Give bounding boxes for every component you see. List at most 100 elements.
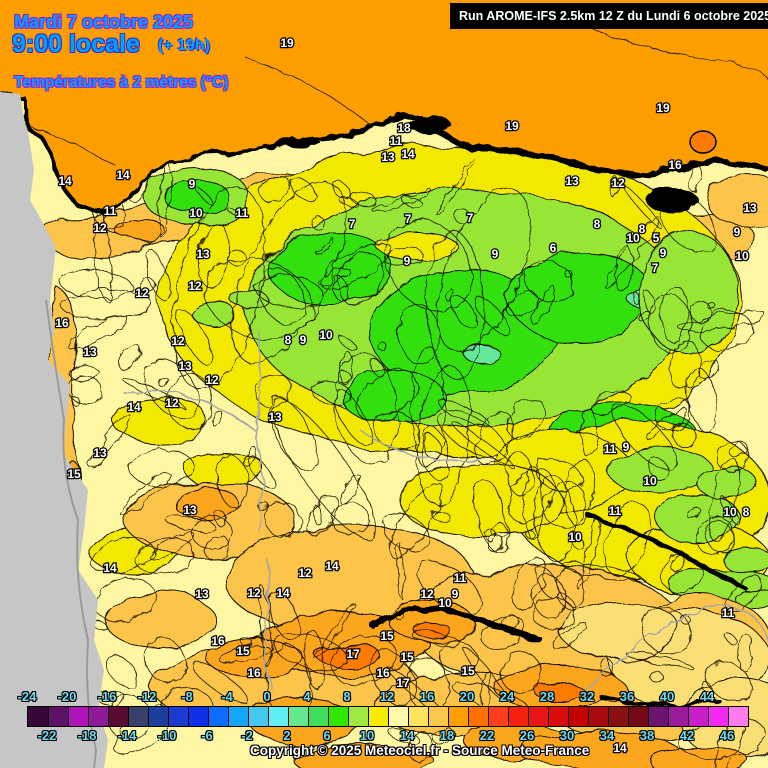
domain-margin [0, 92, 108, 768]
map-temp-label: 9 [734, 225, 741, 239]
scale-swatch [448, 707, 468, 726]
scale-swatch [728, 707, 748, 726]
map-temp-label: 9 [300, 333, 307, 347]
map-temp-label: 15 [461, 664, 475, 678]
map-temp-label: 11 [104, 204, 117, 218]
model-run-info: Run AROME-IFS 2.5km 12 Z du Lundi 6 octo… [450, 3, 768, 29]
map-temp-label: 14 [276, 586, 290, 600]
scale-tick-label: 44 [699, 689, 715, 704]
map-temp-label: 12 [165, 396, 179, 410]
map-temp-label: 10 [319, 328, 333, 342]
contour-lines [59, 158, 767, 768]
scale-tick-label: 26 [519, 728, 535, 743]
scale-swatch [368, 707, 388, 726]
color-scale-bar [27, 706, 749, 727]
scale-tick-label: 32 [579, 689, 595, 704]
scale-tick-label: -6 [201, 728, 213, 743]
scale-swatch [128, 707, 148, 726]
map-temp-label: 14 [325, 559, 339, 573]
map-temp-label: 10 [568, 530, 582, 544]
map-temp-label: 19 [280, 36, 294, 50]
map-temp-label: 13 [195, 587, 209, 601]
scale-swatch [48, 707, 68, 726]
coastline-portugal [45, 299, 98, 768]
scale-tick-label: -20 [57, 689, 77, 704]
map-temp-label: 8 [594, 217, 601, 231]
map-temp-label: 16 [376, 666, 390, 680]
scale-swatch [548, 707, 568, 726]
border-lines [124, 329, 768, 701]
map-temp-label: 13 [381, 150, 395, 164]
scale-swatch [248, 707, 268, 726]
forecast-date: Mardi 7 octobre 2025 [14, 12, 194, 32]
map-temp-label: 15 [380, 629, 394, 643]
scale-swatch [348, 707, 368, 726]
scale-swatch [468, 707, 488, 726]
map-temp-label: 7 [405, 212, 412, 226]
scale-tick-label: 36 [619, 689, 635, 704]
map-temp-label: 12 [298, 566, 312, 580]
scale-swatch [608, 707, 628, 726]
scale-tick-label: 20 [459, 689, 475, 704]
scale-swatch [508, 707, 528, 726]
map-temp-label: 13 [196, 247, 210, 261]
scale-tick-label: 34 [599, 728, 615, 743]
map-temp-label: 12 [188, 279, 202, 293]
map-temp-label: 10 [438, 596, 452, 610]
map-temp-label: 8 [639, 222, 646, 236]
scale-swatch [108, 707, 128, 726]
scale-swatch [388, 707, 408, 726]
map-temp-label: 7 [349, 217, 356, 231]
map-temp-label: 10 [735, 249, 749, 263]
map-temp-label: 14 [613, 741, 627, 755]
scale-tick-label: 2 [283, 728, 291, 743]
scale-tick-label: -2 [241, 728, 253, 743]
scale-tick-label: 28 [539, 689, 555, 704]
map-temp-label: 14 [127, 400, 141, 414]
map-temp-label: 9 [492, 247, 499, 261]
scale-tick-label: 42 [679, 728, 695, 743]
map-temp-label: 14 [116, 168, 130, 182]
scale-swatch [488, 707, 508, 726]
map-temp-label: 15 [400, 650, 414, 664]
scale-tick-label: -16 [97, 689, 117, 704]
map-temp-label: 8 [743, 505, 750, 519]
scale-tick-label: 12 [379, 689, 395, 704]
map-temp-label: 13 [93, 446, 107, 460]
map-temp-label: 12 [171, 334, 185, 348]
map-temp-label: 15 [236, 644, 250, 658]
map-temp-label: 16 [668, 158, 682, 172]
map-temp-label: 11 [722, 606, 735, 620]
scale-tick-label: 18 [439, 728, 455, 743]
variable-title: Températures à 2 mètres (°C) [14, 74, 229, 91]
scale-swatch [428, 707, 448, 726]
map-temp-label: 11 [390, 134, 403, 148]
mountain-ridges [280, 117, 748, 708]
sea [0, 0, 768, 213]
map-temp-label: 10 [626, 231, 640, 245]
map-temp-label: 11 [604, 442, 617, 456]
scale-tick-label: -14 [117, 728, 137, 743]
map-temp-label: 14 [401, 147, 415, 161]
map-temp-label: 16 [247, 666, 261, 680]
map-temp-label: 12 [247, 586, 261, 600]
scale-tick-label: -24 [17, 689, 37, 704]
scale-swatch [708, 707, 728, 726]
scale-tick-label: -22 [37, 728, 57, 743]
map-temp-label: 15 [67, 467, 81, 481]
scale-swatch [688, 707, 708, 726]
scale-swatch [288, 707, 308, 726]
scale-swatch [628, 707, 648, 726]
scale-tick-label: 10 [359, 728, 375, 743]
map-temp-label: 13 [565, 174, 579, 188]
scale-tick-label: 24 [499, 689, 515, 704]
scale-swatch [408, 707, 428, 726]
map-temp-label: 7 [652, 261, 659, 275]
map-temp-label: 10 [723, 505, 737, 519]
map-temp-label: 13 [183, 503, 197, 517]
map-temp-label: 18 [397, 121, 411, 135]
scale-swatch [28, 707, 48, 726]
